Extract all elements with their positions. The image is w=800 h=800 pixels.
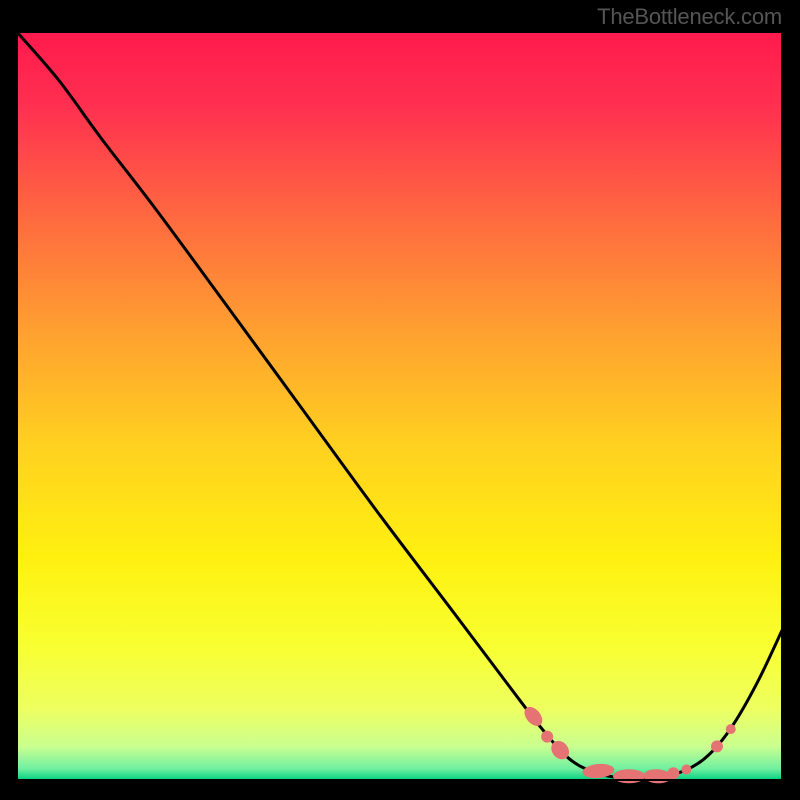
marker-dot	[726, 724, 736, 734]
marker-pill	[613, 769, 645, 783]
marker-dot	[681, 765, 691, 775]
marker-dot	[667, 767, 679, 779]
marker-dot	[541, 731, 553, 743]
gradient-background	[17, 32, 782, 780]
chart-container: TheBottleneck.com	[0, 0, 800, 800]
bottleneck-chart	[0, 0, 800, 800]
marker-dot	[711, 740, 723, 752]
